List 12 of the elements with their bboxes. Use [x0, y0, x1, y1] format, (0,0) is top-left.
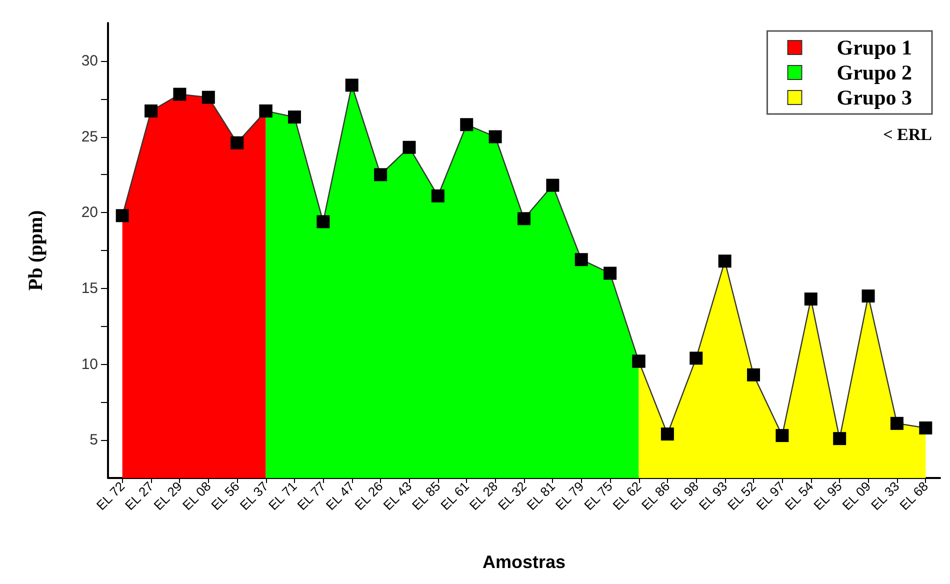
legend-label: Grupo 1 — [836, 36, 912, 60]
legend-label: Grupo 3 — [836, 86, 912, 110]
x-axis-title: Amostras — [482, 552, 566, 572]
y-tick-label: 5 — [90, 432, 98, 449]
annotation: < ERL — [883, 125, 932, 144]
y-tick-label: 15 — [81, 280, 98, 297]
y-tick-label: 20 — [81, 204, 98, 222]
y-tick-label: 10 — [81, 356, 98, 373]
y-tick-label: 30 — [81, 52, 98, 70]
y-axis-title: Pb (ppm) — [25, 210, 47, 291]
y-tick-label: 25 — [81, 128, 98, 146]
legend-label: Grupo 2 — [836, 60, 912, 84]
